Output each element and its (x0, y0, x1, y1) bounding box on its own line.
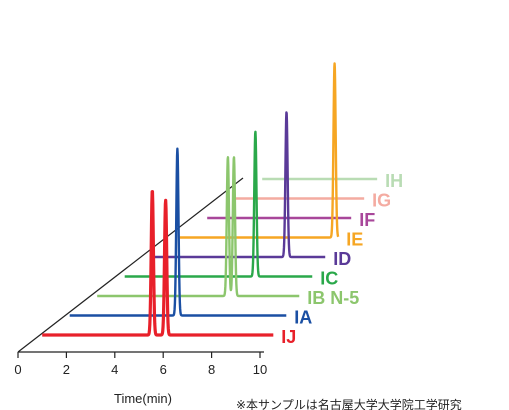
trace-ij (40, 190, 275, 337)
trace-ia (68, 147, 288, 317)
series-label: IC (320, 269, 338, 289)
x-tick-label: 0 (14, 362, 21, 377)
x-axis-title: Time(min) (114, 391, 172, 406)
x-tick-label: 2 (63, 362, 70, 377)
x-tick-label: 4 (111, 362, 118, 377)
series-label: IA (294, 308, 312, 328)
axes: 0 2 4 6 8 10 (14, 177, 267, 377)
depth-axis-line (17, 177, 244, 353)
series-label: IJ (281, 327, 296, 347)
traces (40, 62, 379, 337)
x-tick-label: 10 (253, 362, 267, 377)
series-label: ID (333, 249, 351, 269)
series-label: IG (372, 191, 391, 211)
trace-ic (123, 130, 314, 278)
x-tick-label: 8 (208, 362, 215, 377)
trace-ib-n-5 (96, 156, 301, 298)
series-label: IE (346, 230, 363, 250)
trace-ie (178, 62, 340, 239)
footnote: ※本サンプルは名古屋大学大学院工学研究 (236, 397, 462, 410)
trace-id (151, 111, 327, 259)
series-label: IF (359, 210, 375, 230)
x-tick-label: 6 (160, 362, 167, 377)
series-label: IB N-5 (307, 288, 359, 308)
series-label: IH (385, 171, 403, 191)
